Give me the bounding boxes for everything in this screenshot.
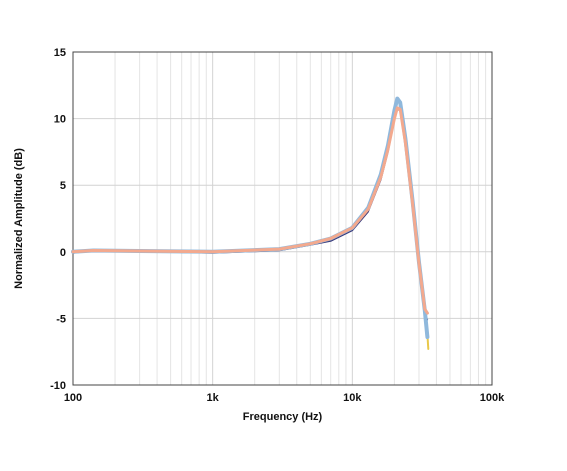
minor-grid: [114, 52, 487, 385]
y-tick-labels: 15 10 5 0 -5 -10: [50, 47, 66, 392]
x-tick-label: 1k: [207, 392, 220, 404]
x-tick-labels: 100 1k 10k 100k: [64, 392, 505, 404]
series-line-1: [72, 106, 430, 350]
y-tick-label: 5: [60, 180, 66, 192]
series-layer: [71, 96, 430, 350]
y-tick-label: 0: [60, 247, 66, 259]
x-axis-label: Frequency (Hz): [243, 411, 323, 423]
x-tick-label: 100: [64, 392, 82, 404]
x-tick-label: 10k: [343, 392, 362, 404]
y-tick-label: 15: [54, 47, 66, 59]
plot-area-frame: [72, 51, 493, 386]
y-axis-label: Normalized Amplitude (dB): [13, 148, 25, 289]
y-tick-label: -5: [56, 313, 66, 325]
series-line-2: [72, 108, 429, 321]
series-line-3: [71, 96, 430, 339]
y-tick-label: 10: [54, 114, 66, 126]
x-tick-label: 100k: [480, 392, 505, 404]
y-tick-label: -10: [50, 380, 66, 392]
series-line-4: [71, 106, 429, 315]
